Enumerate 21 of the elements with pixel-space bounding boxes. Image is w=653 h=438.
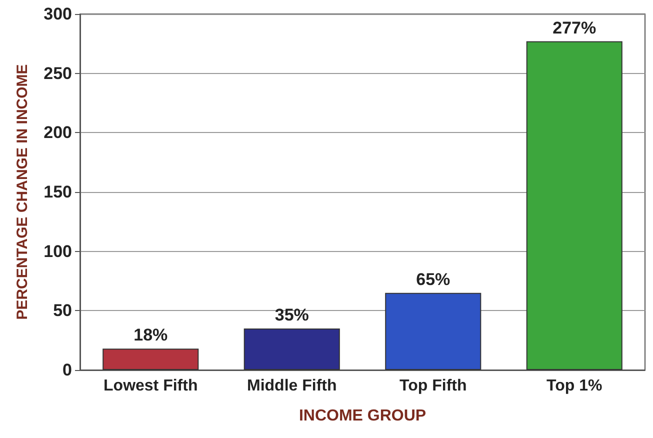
y-tick-label: 300 bbox=[44, 4, 72, 24]
bar bbox=[385, 292, 482, 370]
y-tick-label: 100 bbox=[44, 242, 72, 261]
x-tick-label: Top 1% bbox=[546, 378, 602, 394]
y-tick-label: 200 bbox=[44, 123, 72, 142]
y-tick-label: 50 bbox=[53, 301, 72, 320]
y-tick-label: 0 bbox=[62, 360, 72, 380]
data-label: 18% bbox=[134, 326, 168, 345]
data-label: 35% bbox=[274, 305, 309, 324]
bar bbox=[244, 328, 340, 370]
x-tick-label: Top Fifth bbox=[400, 378, 467, 394]
x-tick-label: Middle Fifth bbox=[246, 378, 337, 394]
data-label: 65% bbox=[416, 270, 450, 289]
x-tick-label: Lowest Fifth bbox=[104, 378, 198, 394]
bar bbox=[102, 348, 199, 370]
bar bbox=[526, 41, 622, 370]
y-tick-label: 150 bbox=[44, 182, 72, 202]
y-axis-title: PERCENTAGE CHANGE IN INCOME bbox=[14, 64, 31, 320]
y-tick-label: 250 bbox=[44, 64, 72, 83]
x-axis-title: INCOME GROUP bbox=[298, 408, 426, 424]
data-label: 277% bbox=[552, 18, 596, 38]
